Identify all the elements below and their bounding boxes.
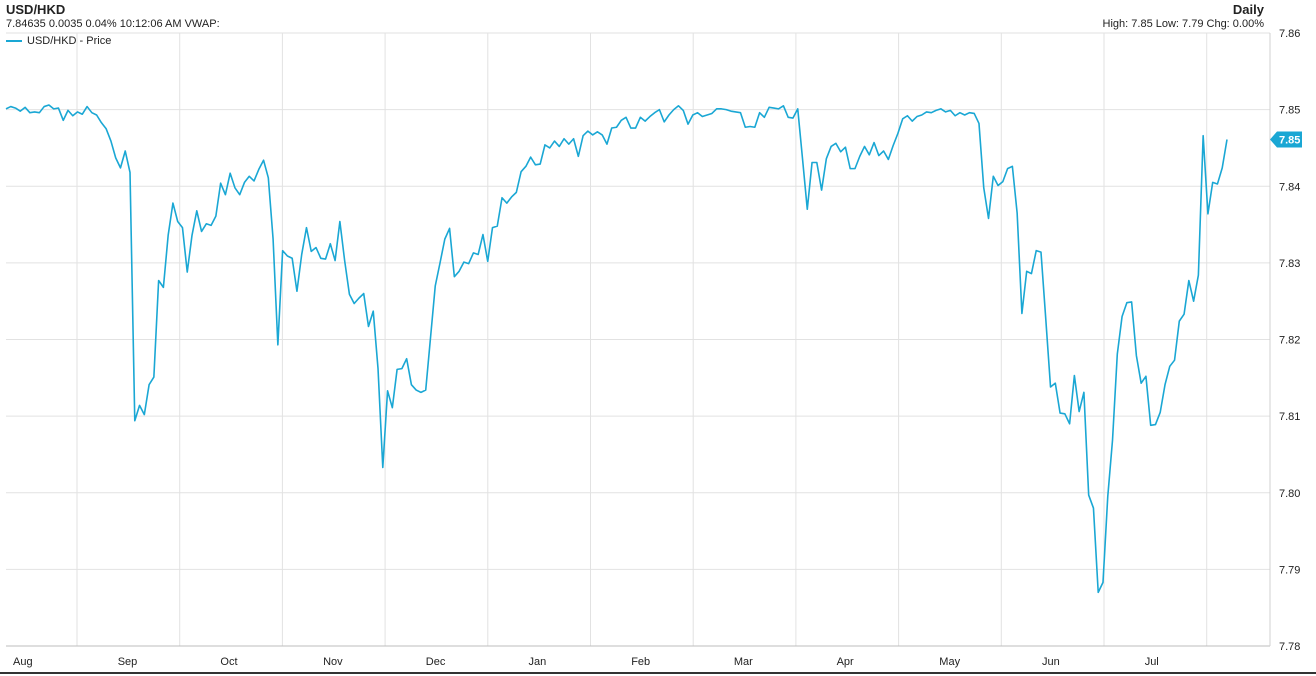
y-tick-label: 7.85 xyxy=(1279,105,1300,117)
x-tick-label: Jan xyxy=(529,656,547,668)
period-label[interactable]: Daily xyxy=(1232,2,1264,17)
x-tick-label: May xyxy=(939,656,960,668)
x-tick-label: Aug xyxy=(13,656,33,668)
y-tick-label: 7.83 xyxy=(1279,258,1300,270)
legend-label: USD/HKD - Price xyxy=(27,35,112,47)
x-tick-label: Jun xyxy=(1042,656,1060,668)
x-tick-label: Dec xyxy=(426,656,446,668)
y-tick-label: 7.84 xyxy=(1279,181,1300,193)
x-tick-label: Sep xyxy=(118,656,138,668)
quote-line: 7.84635 0.0035 0.04% 10:12:06 AM VWAP: xyxy=(6,18,220,30)
y-tick-label: 7.82 xyxy=(1279,335,1300,347)
y-tick-label: 7.81 xyxy=(1279,411,1300,423)
last-value-badge xyxy=(1270,131,1302,148)
x-tick-label: Apr xyxy=(837,656,854,668)
legend[interactable]: USD/HKD - Price xyxy=(6,35,111,47)
y-tick-label: 7.86 xyxy=(1279,28,1300,40)
last-value-label: 7.85 xyxy=(1279,135,1300,147)
stats-line: High: 7.85 Low: 7.79 Chg: 0.00% xyxy=(1102,18,1264,30)
x-tick-label: Nov xyxy=(323,656,343,668)
y-tick-label: 7.78 xyxy=(1279,641,1300,653)
x-tick-label: Oct xyxy=(220,656,237,668)
x-tick-label: Mar xyxy=(734,656,753,668)
y-tick-label: 7.79 xyxy=(1279,564,1300,576)
y-tick-label: 7.80 xyxy=(1279,488,1300,500)
x-tick-label: Jul xyxy=(1145,656,1159,668)
chart-title: USD/HKD xyxy=(6,2,66,17)
price-series-line[interactable] xyxy=(5,104,1228,594)
x-tick-label: Feb xyxy=(631,656,650,668)
last-value-marker: 7.85 xyxy=(1270,131,1302,148)
legend-swatch xyxy=(6,40,22,42)
